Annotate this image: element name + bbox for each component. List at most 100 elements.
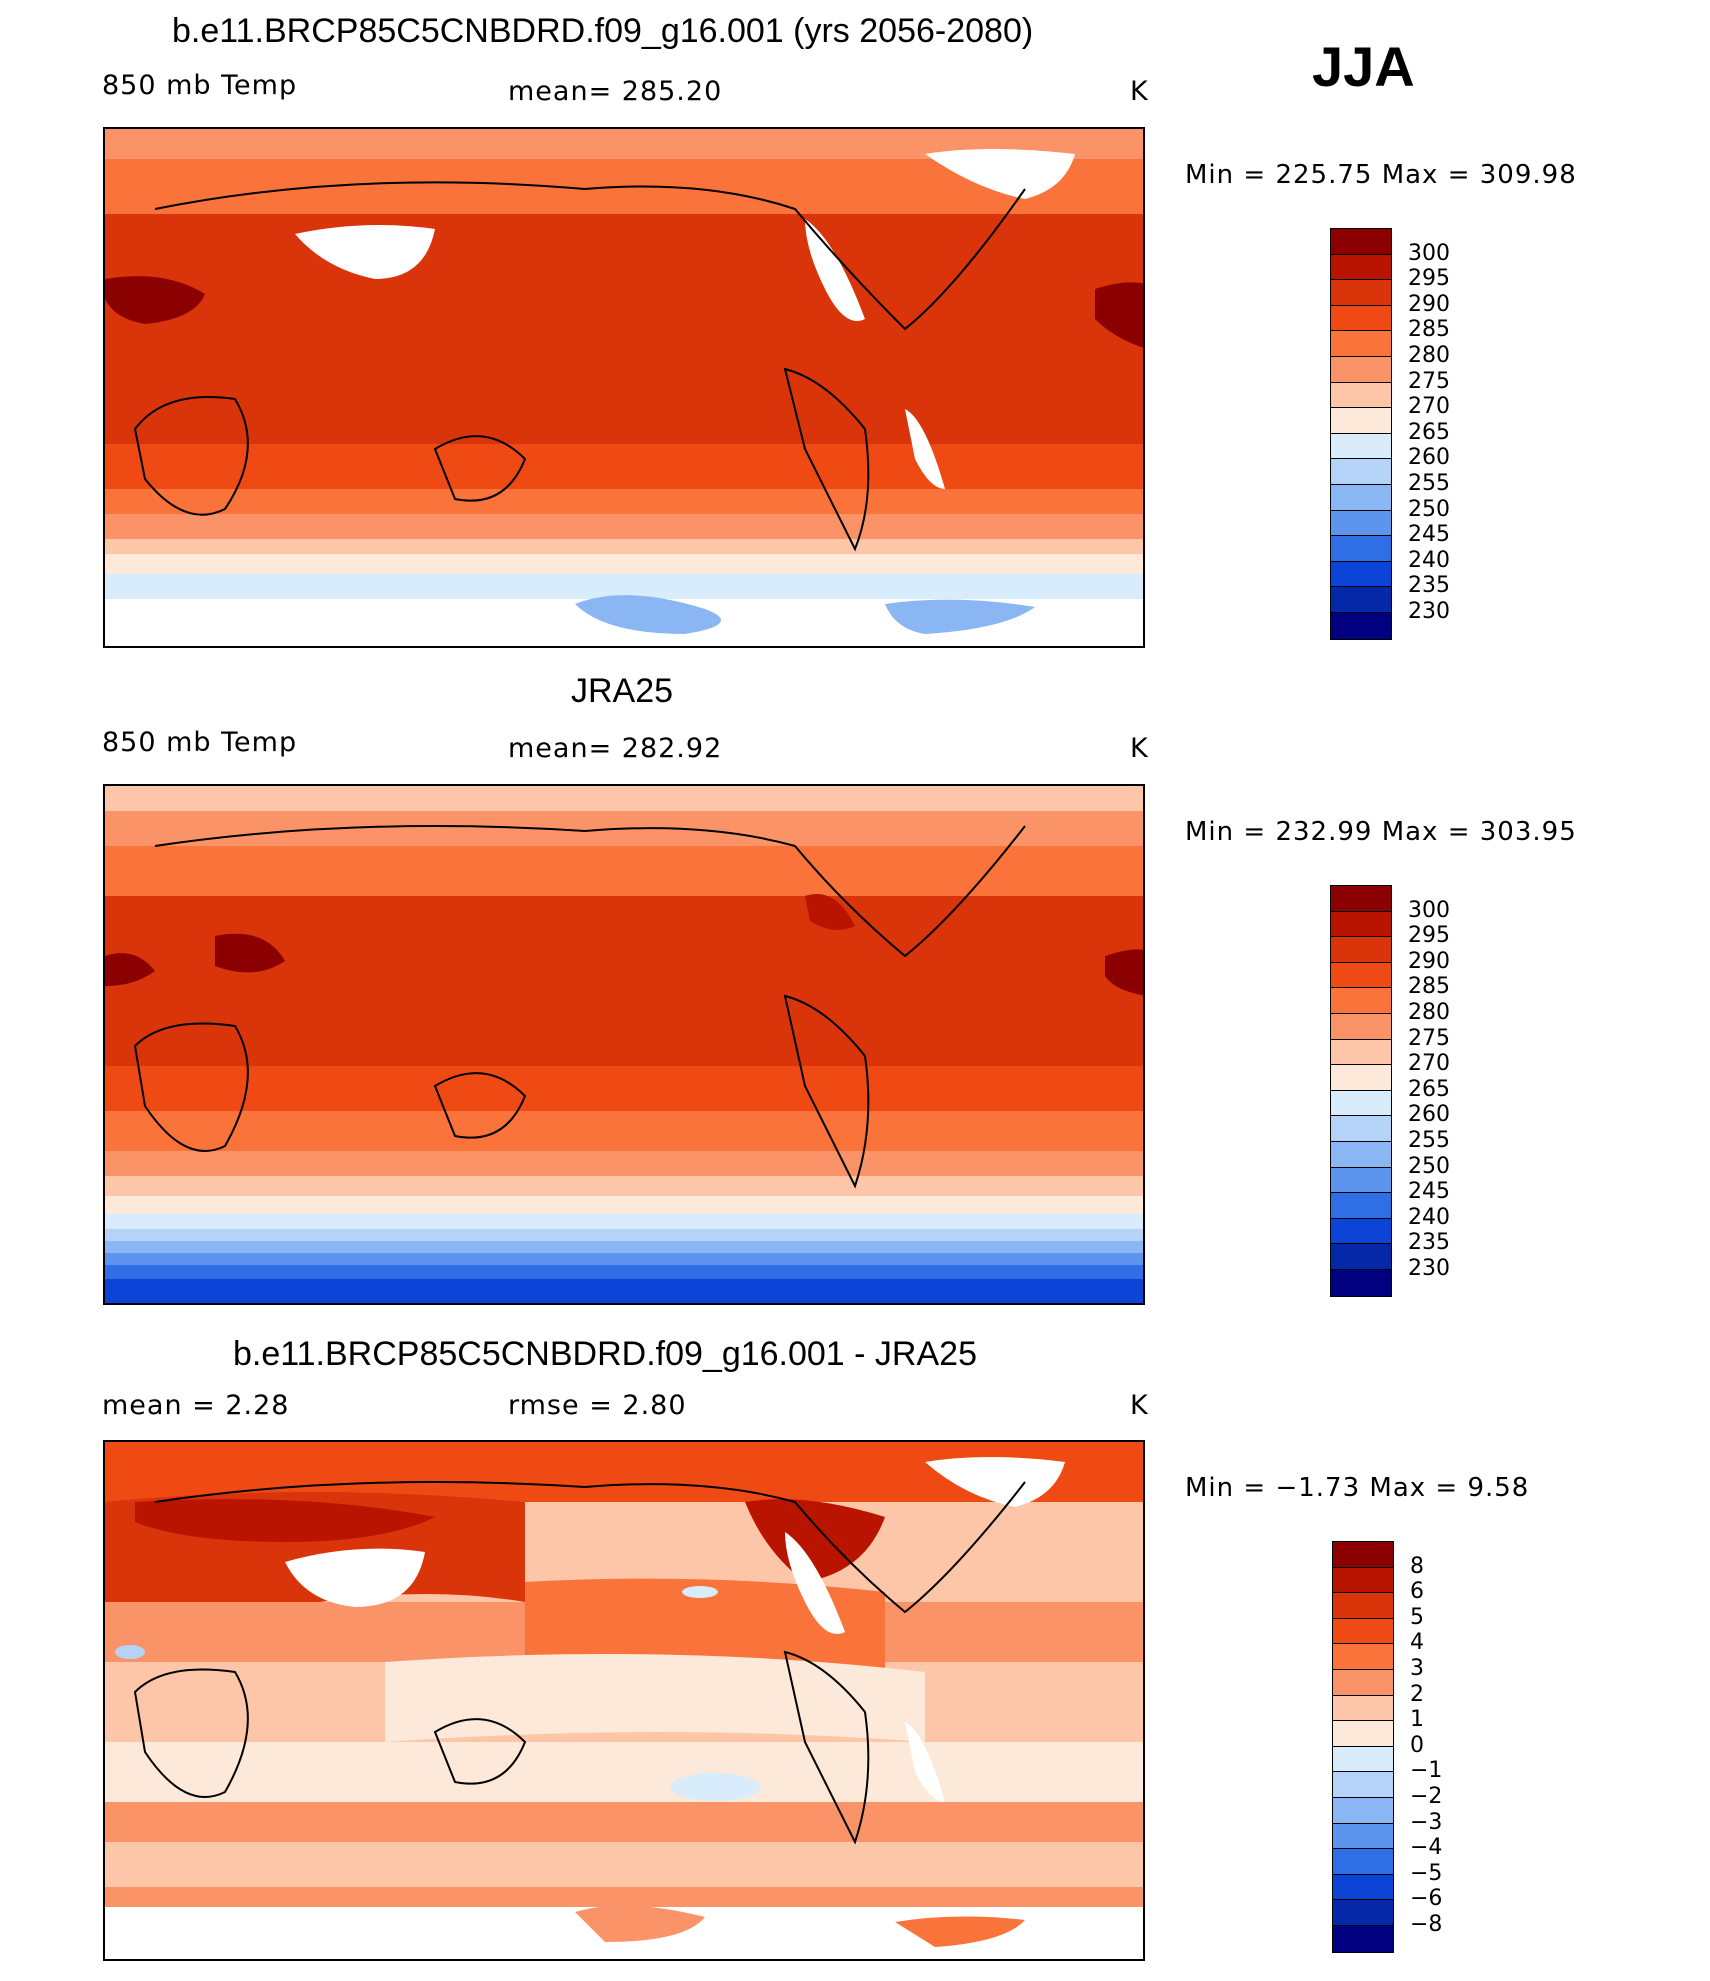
cbar3-cell (1333, 1925, 1393, 1952)
colorbar-tick-label: 275 (1408, 368, 1450, 394)
colorbar-tick-label: 275 (1408, 1025, 1450, 1051)
colorbar-tick-label: 245 (1408, 522, 1450, 548)
colorbar-tick-label: 295 (1408, 923, 1450, 949)
cbar3-cell (1333, 1542, 1393, 1568)
colorbar-tick-label: 295 (1408, 266, 1450, 292)
colorbar-tick-label: −1 (1410, 1758, 1443, 1784)
colorbar-tick-label: 235 (1408, 573, 1450, 599)
cbar3-cell (1333, 1900, 1393, 1926)
cbar1-cell (1331, 408, 1391, 434)
cbar1-cell (1331, 587, 1391, 613)
cbar2-cell (1331, 962, 1391, 989)
colorbar-tick-label: 0 (1410, 1732, 1424, 1758)
cbar3-cell (1333, 1669, 1393, 1696)
cbar1-cell (1331, 331, 1391, 357)
cbar2-cell (1331, 1167, 1391, 1194)
panel1-min-max: Min = 225.75 Max = 309.98 (1185, 160, 1577, 190)
colorbar-tick-label: −8 (1410, 1912, 1443, 1937)
colorbar-tick-label: 1 (1410, 1707, 1424, 1733)
cbar2-cell (1331, 1013, 1391, 1040)
colorbar-tick-label: 8 (1410, 1553, 1424, 1579)
panel2-min-max: Min = 232.99 Max = 303.95 (1185, 817, 1577, 847)
panel3-colorbar (1332, 1541, 1394, 1953)
cbar2-cell (1331, 937, 1391, 963)
panel2-map (103, 784, 1145, 1305)
panel1-units: K (1130, 76, 1149, 107)
colorbar-tick-label: 285 (1408, 974, 1450, 1000)
cbar3-cell (1333, 1823, 1393, 1850)
panel2-title: JRA25 (571, 672, 674, 710)
cbar1-cell (1331, 510, 1391, 537)
cbar2-cell (1331, 1244, 1391, 1270)
season-label: JJA (1312, 35, 1415, 98)
panel3-min-max: Min = −1.73 Max = 9.58 (1185, 1473, 1530, 1503)
colorbar-tick-label: 280 (1408, 1000, 1450, 1025)
colorbar-tick-label: 255 (1408, 471, 1450, 496)
colorbar-tick-label: 300 (1408, 897, 1450, 923)
cbar1-cell (1331, 382, 1391, 409)
colorbar-tick-label: 265 (1408, 1076, 1450, 1102)
cbar3-cell (1333, 1618, 1393, 1645)
panel3-map (103, 1440, 1145, 1961)
colorbar-tick-label: 260 (1408, 445, 1450, 471)
cbar2-cell (1331, 1193, 1391, 1219)
colorbar-tick-label: 5 (1410, 1604, 1424, 1630)
panel3-title: b.e11.BRCP85C5CNBDRD.f09_g16.001 - JRA25 (233, 1335, 977, 1373)
cbar3-cell (1333, 1772, 1393, 1798)
colorbar-tick-label: 260 (1408, 1102, 1450, 1128)
cbar1-cell (1331, 536, 1391, 562)
colorbar-tick-label: 300 (1408, 240, 1450, 266)
colorbar-tick-label: 235 (1408, 1230, 1450, 1256)
cbar1-cell (1331, 459, 1391, 485)
colorbar-tick-label: 6 (1410, 1579, 1424, 1605)
panel1-variable: 850 mb Temp (102, 70, 298, 101)
colorbar-tick-label: 230 (1408, 1256, 1450, 1281)
cbar1-cell (1331, 305, 1391, 332)
panel2-variable: 850 mb Temp (102, 727, 298, 758)
colorbar-tick-label: 265 (1408, 419, 1450, 445)
colorbar-tick-label: 270 (1408, 1051, 1450, 1077)
cbar2-cell (1331, 911, 1391, 938)
cbar3-cell (1333, 1746, 1393, 1773)
cbar1-cell (1331, 254, 1391, 281)
colorbar-tick-label: −6 (1410, 1886, 1443, 1912)
panel3-rmse: rmse = 2.80 (508, 1390, 687, 1421)
colorbar-tick-label: −2 (1410, 1784, 1443, 1809)
panel1-map (103, 127, 1145, 648)
colorbar-tick-label: 280 (1408, 343, 1450, 368)
panel1-title: b.e11.BRCP85C5CNBDRD.f09_g16.001 (yrs 20… (172, 12, 1034, 50)
cbar2-cell (1331, 1090, 1391, 1117)
colorbar-tick-label: 240 (1408, 547, 1450, 573)
cbar3-cell (1333, 1644, 1393, 1670)
cbar3-cell (1333, 1567, 1393, 1594)
cbar2-cell (1331, 1116, 1391, 1142)
colorbar-tick-label: 290 (1408, 948, 1450, 974)
colorbar-tick-label: 2 (1410, 1681, 1424, 1707)
cbar3-cell (1333, 1797, 1393, 1824)
cbar2-cell (1331, 988, 1391, 1014)
cbar2-cell (1331, 1269, 1391, 1296)
panel3-mean: mean = 2.28 (102, 1390, 290, 1421)
cbar1-cell (1331, 280, 1391, 306)
colorbar-tick-label: 250 (1408, 496, 1450, 522)
colorbar-tick-label: 255 (1408, 1128, 1450, 1153)
cbar2-cell (1331, 1039, 1391, 1066)
cbar2-cell (1331, 1218, 1391, 1245)
cbar2-cell (1331, 886, 1391, 912)
cbar1-cell (1331, 356, 1391, 383)
panel2-mean: mean= 282.92 (508, 733, 723, 764)
colorbar-tick-label: 230 (1408, 599, 1450, 624)
cbar1-cell (1331, 612, 1391, 639)
colorbar-tick-label: 290 (1408, 291, 1450, 317)
cbar1-cell (1331, 484, 1391, 511)
cbar3-cell (1333, 1695, 1393, 1722)
colorbar-tick-label: −3 (1410, 1809, 1443, 1835)
cbar1-cell (1331, 561, 1391, 588)
colorbar-tick-label: 240 (1408, 1204, 1450, 1230)
cbar3-cell (1333, 1721, 1393, 1747)
panel3-units: K (1130, 1390, 1149, 1421)
colorbar-tick-label: 3 (1410, 1656, 1424, 1681)
panel2-colorbar (1330, 885, 1392, 1297)
panel1-mean: mean= 285.20 (508, 76, 723, 107)
cbar3-cell (1333, 1593, 1393, 1619)
